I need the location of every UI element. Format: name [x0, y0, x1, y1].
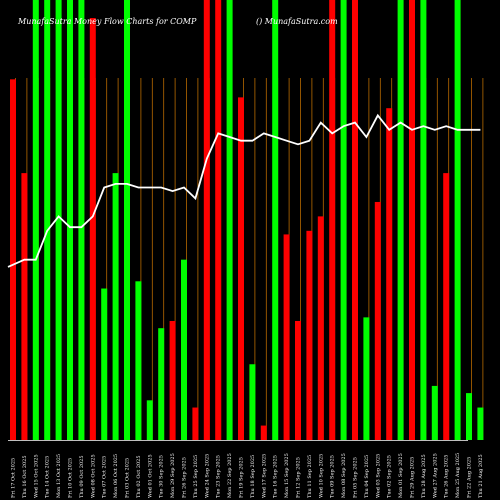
flow-bar-red [352, 0, 358, 440]
flow-bar-red [329, 0, 336, 440]
flow-bar-green [249, 364, 256, 440]
flow-bar-green [477, 407, 484, 440]
chart-source: () MunafaSutra.com [256, 17, 338, 26]
x-tick-label: Tue 26 Aug 2025 [444, 455, 450, 498]
x-tick-label: Fri 22 Aug 2025 [467, 457, 473, 498]
x-tick-label: Fri 29 Aug 2025 [410, 457, 416, 498]
flow-bar-green [340, 0, 347, 440]
x-tick-label: Wed 01 Oct 2025 [147, 454, 153, 498]
flow-bar-green [420, 0, 427, 440]
x-tick-label: Mon 08 Sep 2025 [341, 453, 347, 498]
x-tick-label: Fri 05 Sep 2025 [353, 457, 359, 498]
flow-bar-red [260, 425, 267, 440]
flow-bar-green [55, 0, 62, 440]
flow-bar-red [238, 97, 244, 441]
x-tick-label: Fri 10 Oct 2025 [68, 458, 74, 498]
x-tick-label: Thu 16 Oct 2025 [22, 455, 28, 498]
flow-bar-red [317, 216, 324, 440]
flow-bar-red [409, 0, 415, 440]
x-tick-label: Fri 17 Oct 2025 [11, 458, 17, 498]
flow-bar-green [454, 0, 461, 440]
flow-bar-green [431, 385, 438, 440]
flow-bar-green [78, 0, 85, 440]
flow-bar-green [181, 259, 187, 440]
flow-bar-green [226, 0, 233, 440]
x-tick-label: Tue 23 Sep 2025 [216, 455, 222, 498]
flow-bar-green [67, 0, 73, 440]
x-tick-label: Mon 06 Oct 2025 [113, 454, 119, 498]
x-tick-label: Wed 15 Oct 2025 [33, 454, 39, 498]
x-tick-label: Thu 18 Sep 2025 [250, 455, 256, 498]
cumulative-flow-line [7, 113, 481, 268]
x-tick-label: Thu 21 Aug 2025 [478, 454, 484, 498]
flow-bar-green [363, 317, 370, 440]
x-tick-label: Mon 15 Sep 2025 [284, 453, 290, 498]
x-tick-label: Tue 30 Sep 2025 [159, 455, 165, 498]
flow-bar-green [32, 0, 39, 440]
flow-bar-green [158, 328, 165, 440]
x-tick-label: Mon 25 Aug 2025 [455, 453, 461, 498]
flow-bar-red [283, 234, 290, 440]
x-tick-label: Fri 03 Oct 2025 [125, 458, 131, 498]
flow-bar-green [44, 0, 51, 440]
x-tick-label: Mon 01 Sep 2025 [398, 453, 404, 498]
flow-bar-red [295, 320, 301, 440]
x-tick-label: Wed 03 Sep 2025 [375, 454, 381, 498]
x-tick-label: Mon 22 Sep 2025 [227, 453, 233, 498]
x-tick-label: Fri 12 Sep 2025 [296, 457, 302, 498]
x-tick-label: Thu 02 Oct 2025 [136, 455, 142, 498]
flow-bar-red [203, 0, 210, 440]
flow-bar-red [89, 18, 96, 441]
x-tick-labels: Fri 17 Oct 2025 Thu 16 Oct 2025 Wed 15 Oct… [11, 453, 484, 498]
x-tick-label: Thu 09 Oct 2025 [79, 455, 85, 498]
money-flow-bars [10, 0, 484, 441]
flow-bar-green [397, 0, 404, 440]
flow-bar-red [215, 0, 222, 440]
x-tick-label: Thu 25 Sep 2025 [193, 455, 199, 498]
x-tick-label: Tue 07 Oct 2025 [102, 456, 108, 498]
flow-bar-green [272, 0, 279, 440]
x-tick-label: Wed 08 Oct 2025 [90, 454, 96, 498]
x-tick-label: Tue 16 Sep 2025 [273, 455, 279, 498]
flow-bar-red [443, 173, 450, 441]
flow-bar-red [21, 173, 28, 441]
x-tick-label: Wed 24 Sep 2025 [204, 454, 210, 498]
flow-bar-red [374, 201, 381, 440]
flow-bar-red [10, 79, 16, 440]
flow-bar-red [386, 108, 393, 441]
x-tick-label: Fri 19 Sep 2025 [239, 457, 245, 498]
x-tick-label: Tue 09 Sep 2025 [330, 455, 336, 498]
flow-bar-red [169, 320, 176, 440]
x-tick-label: Thu 11 Sep 2025 [307, 455, 313, 498]
x-tick-label: Tue 14 Oct 2025 [45, 456, 51, 498]
x-tick-label: Tue 02 Sep 2025 [387, 455, 393, 498]
flow-bar-red [192, 407, 199, 440]
flow-bar-green [112, 173, 119, 441]
x-tick-label: Wed 10 Sep 2025 [318, 454, 324, 498]
x-tick-label: Wed 27 Aug 2025 [432, 453, 438, 498]
chart-title: MunafaSutra Money Flow Charts for COMP [17, 17, 197, 26]
flow-bar-green [146, 400, 153, 440]
flow-bar-green [124, 0, 130, 440]
flow-bar-red [306, 230, 313, 440]
x-tick-label: Mon 13 Oct 2025 [56, 454, 62, 498]
flow-bar-green [135, 281, 142, 440]
flow-bar-green [101, 288, 108, 440]
x-tick-label: Thu 04 Sep 2025 [364, 455, 370, 498]
x-tick-label: Mon 29 Sep 2025 [170, 453, 176, 498]
x-tick-label: Fri 26 Sep 2025 [182, 457, 188, 498]
x-tick-label: Wed 17 Sep 2025 [261, 454, 267, 498]
x-tick-label: Thu 28 Aug 2025 [421, 454, 427, 498]
flow-bar-green [466, 393, 472, 440]
